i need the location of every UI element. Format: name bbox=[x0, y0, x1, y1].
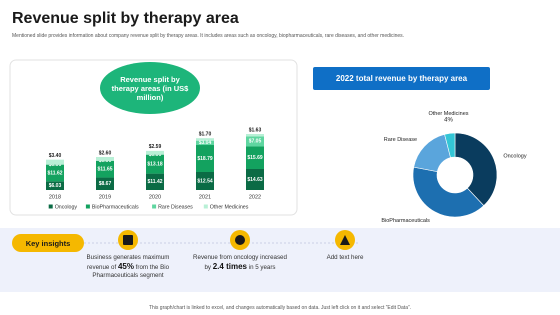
bar-segment bbox=[46, 181, 64, 190]
insight-highlight: 2.4 times bbox=[212, 261, 247, 271]
icon bbox=[335, 230, 355, 250]
x-tick-label: 2018 bbox=[49, 194, 61, 200]
legend-label: BioPharmaceuticals bbox=[92, 204, 139, 210]
bar-segment bbox=[246, 146, 264, 169]
legend-swatch bbox=[48, 204, 53, 209]
slice-label: Other Medicines bbox=[428, 111, 468, 117]
bar-segment bbox=[46, 164, 64, 182]
data-label: $18.79 bbox=[197, 156, 213, 162]
x-tick-label: 2022 bbox=[249, 194, 261, 200]
data-label: $1.70 bbox=[199, 132, 212, 138]
bar-segment bbox=[196, 171, 214, 190]
legend-label: Rare Diseases bbox=[158, 204, 193, 210]
insight-text: Business generates maximum revenue of 45… bbox=[78, 254, 178, 280]
data-label: $0.06 bbox=[49, 162, 62, 168]
bar-segment bbox=[96, 160, 114, 178]
bar-panel bbox=[9, 59, 298, 216]
data-label: $6.03 bbox=[49, 183, 62, 189]
data-label: $13.18 bbox=[147, 161, 163, 167]
data-label: $11.65 bbox=[97, 167, 112, 173]
key-insights-label: Key insights bbox=[12, 234, 84, 252]
insight-text: Revenue from oncology increased by 2.4 t… bbox=[190, 254, 290, 272]
legend-label: Oncology bbox=[55, 204, 78, 210]
slice-label: Rare Disease bbox=[384, 137, 417, 143]
bar-segment bbox=[246, 168, 264, 190]
data-label: $2.60 bbox=[99, 150, 112, 156]
data-label: $0.06 bbox=[149, 152, 162, 158]
insight-part: in 5 years bbox=[246, 263, 276, 271]
legend-swatch bbox=[203, 204, 208, 209]
insight-highlight: 45% bbox=[117, 261, 134, 271]
data-label: $15.69 bbox=[247, 155, 263, 161]
bar-segment bbox=[146, 154, 164, 174]
insight-band bbox=[0, 228, 560, 292]
bar-segment bbox=[146, 173, 164, 190]
data-label: $12.54 bbox=[197, 178, 213, 184]
insight-part: from the Bio Pharmaceuticals segment bbox=[92, 263, 170, 279]
x-tick-label: 2019 bbox=[99, 194, 111, 200]
bar-segment bbox=[96, 177, 114, 190]
donut-slice bbox=[412, 166, 485, 218]
slice-value: 4% bbox=[444, 117, 453, 123]
legend-label: Other Medicines bbox=[210, 204, 249, 210]
data-label: $0.06 bbox=[99, 158, 112, 164]
data-label: $3.40 bbox=[49, 153, 62, 159]
slice-label: Oncology bbox=[503, 153, 526, 159]
x-tick-label: 2021 bbox=[199, 194, 211, 200]
insight-part: Add text here bbox=[326, 254, 364, 261]
insight-part: Business generates maximum revenue of bbox=[86, 254, 170, 271]
legend-swatch bbox=[85, 204, 90, 209]
page-title: Revenue split by therapy area bbox=[12, 10, 239, 27]
pie-chart-title: 2022 total revenue by therapy area bbox=[313, 67, 490, 90]
data-label: $14.63 bbox=[247, 177, 263, 183]
bar-chart-title: Revenue split by therapy areas (in US$ m… bbox=[100, 62, 200, 114]
data-label: $11.62 bbox=[47, 170, 62, 176]
bar-segment bbox=[196, 145, 214, 172]
bar-segment bbox=[246, 134, 264, 137]
bar-segment bbox=[146, 150, 164, 155]
data-label: $11.42 bbox=[147, 179, 162, 185]
slice-label: BioPharmaceuticals bbox=[381, 218, 430, 224]
donut-slice bbox=[444, 132, 456, 158]
page-subtitle: Mentioned slide provides information abo… bbox=[12, 33, 405, 39]
legend-swatch bbox=[152, 204, 157, 209]
insight-text: Add text here bbox=[295, 254, 395, 262]
bar-segment bbox=[96, 157, 114, 161]
icon bbox=[118, 230, 138, 250]
donut-slice bbox=[454, 132, 498, 207]
bar-segment bbox=[46, 159, 64, 165]
data-label: $3.04 bbox=[199, 140, 212, 146]
data-label: $7.05 bbox=[249, 139, 262, 145]
bar-segment bbox=[196, 140, 214, 146]
data-label: $2.59 bbox=[149, 144, 162, 150]
bar-segment bbox=[196, 138, 214, 141]
data-label: $8.67 bbox=[99, 181, 112, 187]
bar-segment bbox=[246, 136, 264, 147]
insight-part: Revenue from oncology increased by bbox=[193, 254, 287, 271]
x-tick-label: 2020 bbox=[149, 194, 161, 200]
data-label: $1.63 bbox=[249, 127, 262, 133]
footer-note: This graph/chart is linked to excel, and… bbox=[148, 305, 412, 311]
icon bbox=[230, 230, 250, 250]
